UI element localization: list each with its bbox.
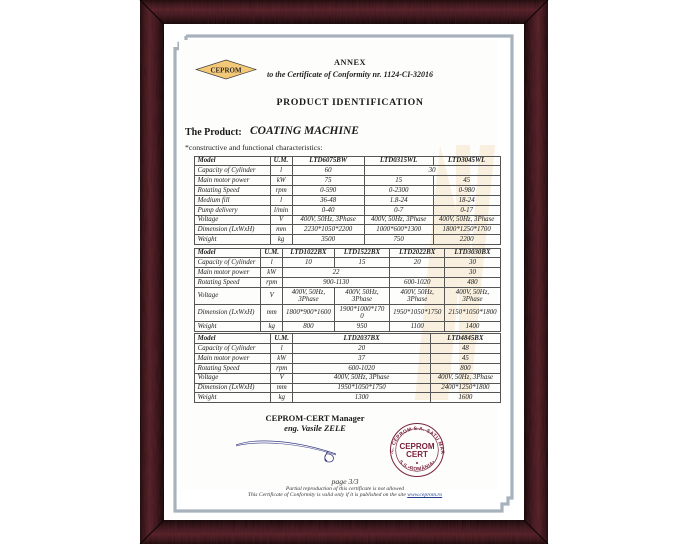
svg-text:S.S.•ROMÂNIA•: S.S.•ROMÂNIA• <box>397 459 436 472</box>
svg-text:CERT: CERT <box>406 450 428 459</box>
